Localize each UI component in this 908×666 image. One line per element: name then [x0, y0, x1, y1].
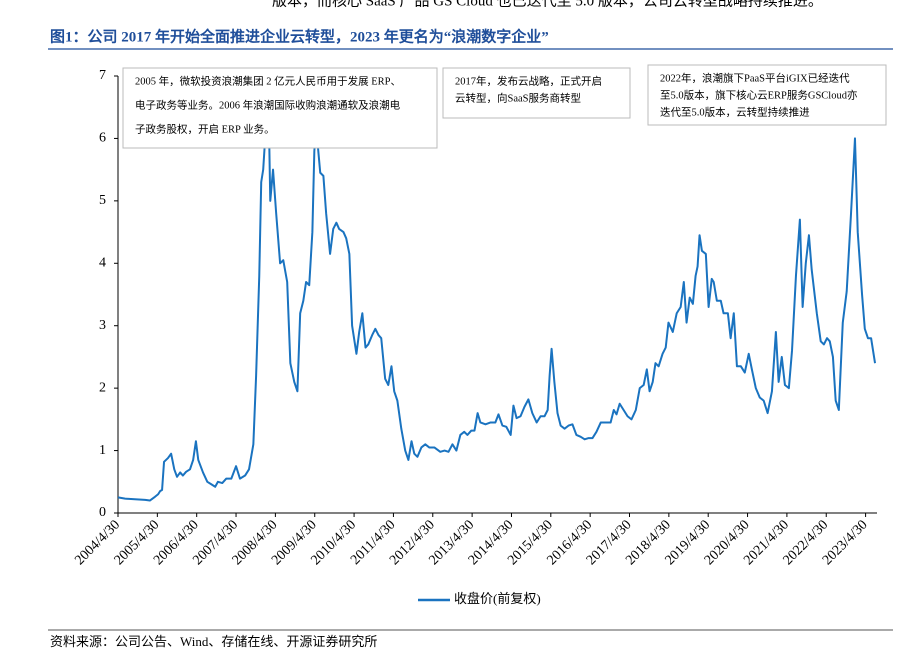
annotation-box: [122, 67, 438, 149]
annotation-box: [647, 64, 887, 126]
annotation-text: 至5.0版本，旗下核心云ERP服务GSCloud亦: [660, 88, 857, 101]
intro-text: 版本，而核心 SaaS 产品 GS Cloud 也已迭代至 5.0 版本，公司云…: [272, 0, 823, 9]
y-tick-label: 4: [99, 256, 106, 271]
source: 资料来源：公司公告、Wind、存储在线、开源证券研究所: [50, 634, 377, 649]
annotation-text: 2017年，发布云战略，正式开启: [455, 74, 602, 87]
y-tick-label: 5: [99, 193, 106, 208]
y-tick-label: 0: [99, 505, 106, 520]
annotation-text: 2005 年，微软投资浪潮集团 2 亿元人民币用于发展 ERP、: [135, 74, 401, 87]
figure-title: 图1：公司 2017 年开始全面推进企业云转型，2023 年更名为“浪潮数字企业…: [50, 27, 549, 45]
annotation-text: 电子政务等业务。2006 年浪潮国际收购浪潮通软及浪潮电: [135, 98, 401, 111]
annotation-text: 云转型，向SaaS服务商转型: [455, 91, 581, 104]
y-tick-label: 6: [99, 131, 106, 146]
annotation-text: 2022年，浪潮旗下PaaS平台iGIX已经迭代: [660, 71, 850, 84]
y-tick-label: 3: [99, 318, 106, 333]
annotation-box: [442, 67, 631, 119]
annotation-text: 子政务股权，开启 ERP 业务。: [135, 122, 275, 135]
y-tick-label: 1: [99, 443, 106, 458]
legend-label: 收盘价(前复权): [454, 591, 541, 606]
y-tick-label: 7: [99, 68, 106, 83]
y-tick-label: 2: [99, 380, 106, 395]
annotation-text: 迭代至5.0版本，云转型持续推进: [660, 105, 810, 118]
price-line: [117, 87, 877, 502]
